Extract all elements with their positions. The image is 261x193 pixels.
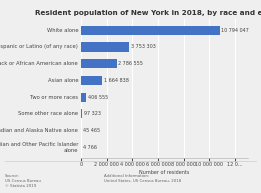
Text: 406 555: 406 555 xyxy=(88,95,108,100)
Bar xyxy=(81,76,102,85)
Text: 4 766: 4 766 xyxy=(82,145,97,150)
Text: 97 323: 97 323 xyxy=(84,111,101,116)
Text: 1 664 838: 1 664 838 xyxy=(104,78,129,83)
Text: Additional Information:
United States, US Census Bureau, 2018: Additional Information: United States, U… xyxy=(104,174,182,183)
Text: 2 786 555: 2 786 555 xyxy=(118,61,143,66)
Text: 3 753 303: 3 753 303 xyxy=(131,44,156,49)
Text: 45 465: 45 465 xyxy=(83,128,100,133)
Bar xyxy=(81,93,86,102)
Bar xyxy=(81,109,82,119)
Bar xyxy=(81,26,220,35)
Bar xyxy=(81,59,117,68)
Text: 10 794 047: 10 794 047 xyxy=(221,28,249,33)
Text: Source:
US Census Bureau
© Statista 2019: Source: US Census Bureau © Statista 2019 xyxy=(5,174,41,188)
Bar xyxy=(81,42,129,52)
X-axis label: Number of residents: Number of residents xyxy=(139,170,190,175)
Title: Resident population of New York in 2018, by race and ethnicity: Resident population of New York in 2018,… xyxy=(35,10,261,16)
